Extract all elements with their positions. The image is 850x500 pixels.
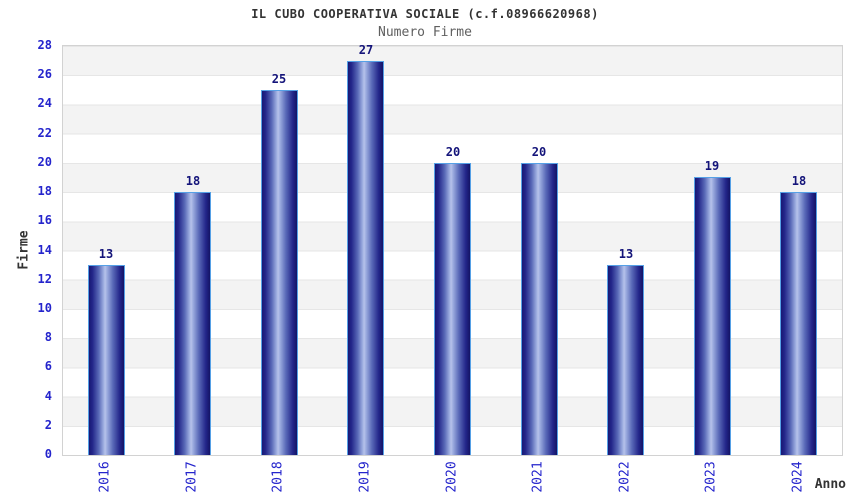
bar-value-label: 13 [98, 247, 114, 261]
bar-2022 [607, 265, 644, 455]
y-tick-label: 18 [37, 184, 52, 198]
x-tick-label: 2024 [790, 461, 806, 493]
y-tick-label: 6 [44, 359, 52, 373]
bar-2021 [521, 163, 558, 455]
y-tick-label: 8 [44, 330, 52, 344]
x-tick-label: 2022 [617, 461, 633, 493]
bar-value-label: 18 [185, 174, 201, 188]
x-tick-label: 2023 [703, 461, 719, 493]
chart-subtitle: Numero Firme [378, 25, 472, 40]
x-axis-label: Anno [814, 477, 846, 492]
chart-title: IL CUBO COOPERATIVA SOCIALE (c.f.0896662… [251, 7, 599, 21]
bar-value-label: 27 [358, 43, 374, 57]
bar-value-label: 19 [704, 159, 720, 173]
bar-value-label: 20 [445, 145, 461, 159]
x-tick-label: 2018 [270, 461, 286, 493]
x-tick-label: 2016 [97, 461, 113, 493]
x-tick-label: 2021 [530, 461, 546, 493]
y-tick-label: 24 [37, 96, 52, 110]
bar-2024 [780, 192, 817, 455]
y-tick-label: 26 [37, 67, 52, 81]
y-tick-label: 28 [37, 38, 52, 52]
x-tick-label: 2017 [184, 461, 200, 493]
bar-2023 [694, 177, 731, 455]
y-axis-label: Firme [16, 230, 32, 270]
bar-value-label: 18 [791, 174, 807, 188]
bar-value-label: 20 [531, 145, 547, 159]
y-tick-label: 10 [37, 301, 52, 315]
x-tick-label: 2019 [357, 461, 373, 493]
bar-value-label: 13 [618, 247, 634, 261]
y-tick-label: 22 [37, 126, 52, 140]
y-tick-label: 16 [37, 213, 52, 227]
y-tick-label: 20 [37, 155, 52, 169]
y-tick-label: 14 [37, 243, 52, 257]
y-tick-label: 12 [37, 272, 52, 286]
bar-2019 [347, 61, 384, 455]
bar-2020 [434, 163, 471, 455]
bar-value-label: 25 [271, 72, 287, 86]
y-tick-label: 0 [44, 447, 52, 461]
x-tick-label: 2020 [444, 461, 460, 493]
y-tick-label: 2 [44, 418, 52, 432]
bar-2018 [261, 90, 298, 455]
y-tick-label: 4 [44, 389, 52, 403]
plot-area: 13 18 25 27 20 20 13 19 18 [62, 43, 843, 456]
bar-2016 [88, 265, 125, 455]
bar-2017 [174, 192, 211, 455]
